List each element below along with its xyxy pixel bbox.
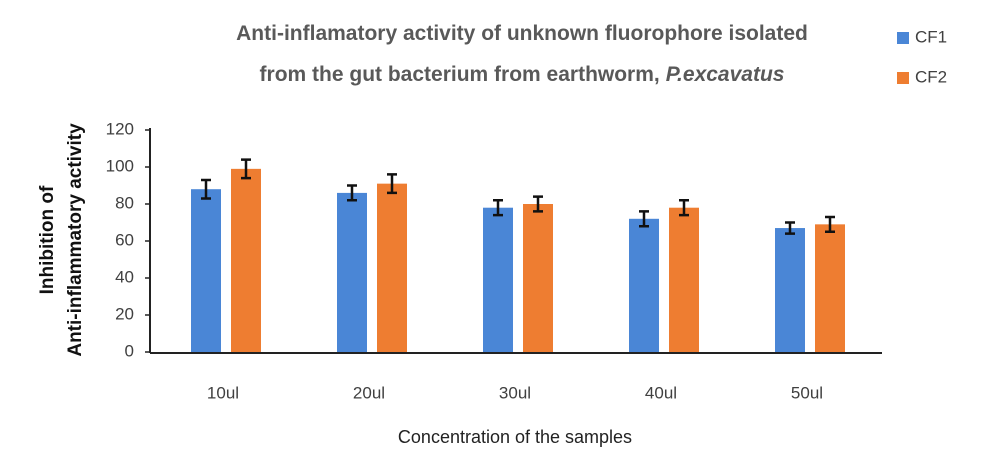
y-tick-label: 40: [115, 267, 134, 286]
x-tick-label: 10ul: [207, 383, 239, 402]
y-tick-label: 0: [125, 341, 134, 360]
bar: [483, 207, 513, 352]
y-tick-label: 120: [106, 119, 134, 138]
bar: [377, 183, 407, 352]
y-axis-title-line: Anti-inflammatory activity: [65, 123, 86, 357]
x-tick-label: 20ul: [353, 383, 385, 402]
bar: [191, 189, 221, 352]
bar: [629, 218, 659, 352]
title-line: from the gut bacterium from earthworm,: [260, 63, 660, 86]
error-bar: [533, 195, 543, 213]
error-bar: [785, 221, 795, 235]
error-bar: [825, 215, 835, 233]
x-axis-title: Concentration of the samples: [398, 427, 632, 447]
bar: [231, 168, 261, 352]
error-bar: [347, 184, 357, 202]
legend-swatch: [897, 72, 909, 84]
bar: [775, 228, 805, 352]
error-bar: [493, 199, 503, 217]
x-tick-label: 50ul: [791, 383, 823, 402]
legend-label: CF1: [915, 27, 947, 46]
y-tick-label: 100: [106, 156, 134, 175]
x-tick-label: 40ul: [645, 383, 677, 402]
y-axis-title: Inhibition of Anti-inflammatory activity: [37, 123, 86, 357]
title-species: P.excavatus: [666, 63, 785, 86]
bar: [815, 224, 845, 352]
chart-title: from the gut bacterium from earthworm, P.…: [260, 63, 785, 86]
title-line: Anti-inflamatory activity of unknown flu…: [236, 22, 808, 45]
y-tick-label: 80: [115, 193, 134, 212]
error-bar: [679, 199, 689, 217]
y-axis-title-line: Inhibition of: [37, 185, 58, 294]
legend-label: CF2: [915, 67, 947, 86]
error-bar: [241, 158, 251, 180]
chart-title: Anti-inflamatory activity of unknown flu…: [236, 22, 808, 45]
y-tick-label: 20: [115, 304, 134, 323]
bar: [523, 204, 553, 352]
error-bar: [387, 173, 397, 195]
bar: [669, 207, 699, 352]
y-tick-label: 60: [115, 230, 134, 249]
x-tick-label: 30ul: [499, 383, 531, 402]
error-bar: [639, 210, 649, 228]
error-bar: [201, 178, 211, 200]
legend-swatch: [897, 32, 909, 44]
bar: [337, 192, 367, 352]
